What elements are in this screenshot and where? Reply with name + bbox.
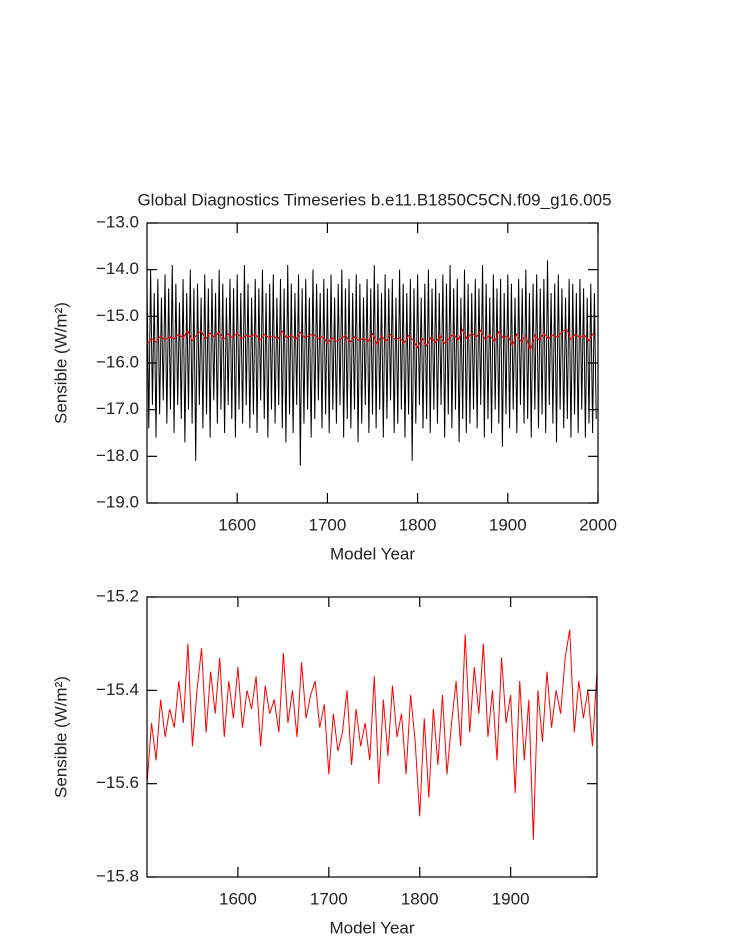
series-line — [147, 629, 597, 840]
x-tick-label: 1800 — [401, 889, 439, 908]
x-tick-label: 1600 — [218, 515, 256, 534]
x-tick-label: 2000 — [579, 515, 617, 534]
x-tick-label: 1700 — [308, 515, 346, 534]
y-tick-label: −14.0 — [96, 259, 139, 278]
x-tick-label: 1700 — [310, 889, 348, 908]
x-axis-label: Model Year — [330, 544, 415, 563]
y-tick-label: −15.4 — [96, 680, 139, 699]
x-tick-label: 1900 — [489, 515, 527, 534]
y-axis-label: Sensible (W/m²) — [51, 302, 70, 424]
y-tick-label: −15.6 — [96, 773, 139, 792]
series-line — [147, 260, 597, 466]
y-tick-label: −19.0 — [96, 492, 139, 511]
y-axis-label: Sensible (W/m²) — [51, 676, 70, 798]
chart-title: Global Diagnostics Timeseries b.e11.B185… — [137, 190, 611, 209]
y-tick-label: −18.0 — [96, 446, 139, 465]
y-tick-label: −15.8 — [96, 866, 139, 885]
y-tick-label: −15.2 — [96, 586, 139, 605]
x-tick-label: 1600 — [219, 889, 257, 908]
x-tick-label: 1800 — [399, 515, 437, 534]
y-tick-label: −16.0 — [96, 352, 139, 371]
y-tick-label: −15.0 — [96, 306, 139, 325]
chart: Global Diagnostics Timeseries b.e11.B185… — [51, 190, 616, 563]
x-axis-label: Model Year — [329, 918, 414, 937]
y-tick-label: −17.0 — [96, 399, 139, 418]
y-tick-label: −13.0 — [96, 212, 139, 231]
x-tick-label: 1900 — [492, 889, 530, 908]
chart: −15.8 −15.6 −15.4 −15.2 1600 1700 1800 1900 Mode… — [51, 586, 598, 937]
plot-frame — [146, 596, 598, 878]
series-line — [147, 328, 594, 352]
